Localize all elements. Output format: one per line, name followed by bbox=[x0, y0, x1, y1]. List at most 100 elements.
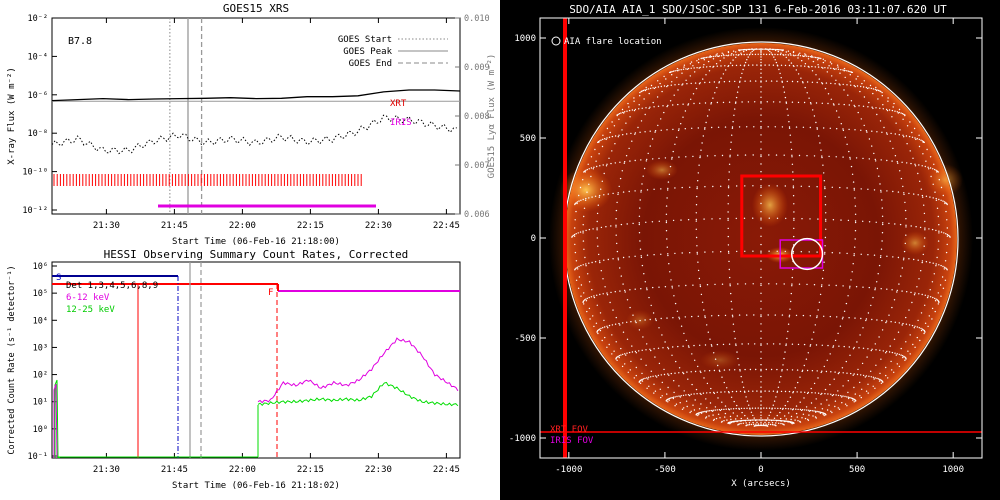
grid-dot bbox=[817, 66, 820, 68]
grid-dot bbox=[734, 102, 737, 104]
grid-dot bbox=[873, 152, 875, 155]
grid-dot bbox=[597, 245, 599, 247]
grid-dot bbox=[747, 101, 750, 103]
grid-dot bbox=[657, 124, 659, 127]
xrt-annotation: XRT bbox=[390, 99, 407, 109]
grid-dot bbox=[672, 219, 675, 222]
grid-dot bbox=[743, 49, 745, 51]
grid-dot bbox=[639, 131, 641, 133]
grid-dot bbox=[946, 243, 948, 246]
grid-dot bbox=[790, 54, 792, 56]
grid-dot bbox=[811, 70, 814, 72]
grid-dot bbox=[853, 104, 855, 107]
grid-dot bbox=[683, 332, 685, 335]
grid-dot bbox=[838, 83, 840, 85]
grid-dot bbox=[660, 253, 662, 255]
grid-dot bbox=[727, 219, 729, 221]
grid-dot bbox=[944, 260, 947, 262]
grid-dot bbox=[826, 399, 828, 401]
grid-dot bbox=[812, 60, 815, 63]
grid-dot bbox=[927, 325, 929, 328]
grid-dot bbox=[816, 315, 818, 317]
grid-dot bbox=[807, 352, 809, 354]
grid-dot bbox=[721, 420, 723, 423]
grid-dot bbox=[785, 101, 787, 103]
grid-dot bbox=[752, 283, 754, 285]
grid-dot bbox=[775, 283, 778, 285]
grid-dot bbox=[744, 80, 746, 82]
active-region-south bbox=[700, 350, 740, 370]
grid-dot bbox=[920, 188, 922, 190]
grid-dot bbox=[830, 371, 832, 373]
grid-dot bbox=[803, 343, 806, 346]
grid-dot bbox=[816, 81, 818, 84]
grid-dot bbox=[900, 347, 902, 350]
grid-dot bbox=[836, 128, 838, 130]
grid-dot bbox=[730, 396, 733, 398]
grid-dot bbox=[689, 186, 691, 188]
grid-dot bbox=[799, 408, 802, 411]
grid-dot bbox=[893, 338, 896, 340]
grid-dot bbox=[760, 108, 762, 110]
grid-dot bbox=[585, 263, 587, 265]
grid-dot bbox=[809, 409, 812, 412]
grid-dot bbox=[646, 88, 648, 91]
grid-dot bbox=[820, 393, 822, 396]
grid-dot bbox=[821, 156, 823, 159]
grid-dot bbox=[824, 186, 826, 188]
grid-dot bbox=[923, 245, 925, 247]
grid-dot bbox=[918, 278, 920, 280]
grid-dot bbox=[633, 109, 636, 112]
grid-dot bbox=[704, 81, 706, 84]
grid-dot bbox=[752, 64, 754, 66]
grid-dot bbox=[644, 89, 647, 92]
legend-goes-start: GOES Start bbox=[338, 35, 392, 45]
grid-dot bbox=[760, 227, 762, 229]
grid-dot bbox=[598, 141, 600, 143]
grid-dot bbox=[755, 368, 757, 371]
grid-dot bbox=[793, 227, 795, 230]
grid-dot bbox=[784, 420, 786, 423]
grid-dot bbox=[633, 377, 635, 379]
grid-dot bbox=[815, 398, 817, 400]
grid-dot bbox=[779, 101, 781, 103]
grid-dot bbox=[746, 53, 748, 56]
grid-dot bbox=[602, 278, 604, 280]
grid-dot bbox=[715, 417, 718, 420]
grid-dot bbox=[572, 234, 574, 237]
grid-dot bbox=[584, 199, 587, 201]
grid-dot bbox=[880, 382, 883, 384]
grid-dot bbox=[746, 424, 748, 426]
grid-dot bbox=[760, 411, 762, 413]
grid-dot bbox=[628, 256, 630, 258]
xrt-observation-marks bbox=[53, 174, 362, 186]
grid-dot bbox=[768, 64, 770, 66]
grid-dot bbox=[728, 80, 731, 83]
grid-dot bbox=[880, 358, 882, 360]
grid-dot bbox=[667, 348, 670, 350]
grid-dot bbox=[835, 110, 838, 112]
grid-dot bbox=[620, 275, 622, 277]
grid-dot bbox=[657, 347, 660, 349]
grid-dot bbox=[832, 67, 835, 70]
grid-dot bbox=[878, 175, 880, 177]
grid-dot bbox=[831, 252, 833, 254]
grid-dot bbox=[932, 168, 934, 170]
grid-dot bbox=[667, 187, 669, 190]
grid-dot bbox=[788, 121, 790, 123]
grid-dot bbox=[721, 52, 723, 54]
grid-dot bbox=[697, 180, 699, 182]
grid-dot bbox=[824, 388, 827, 391]
grid-dot bbox=[913, 294, 916, 296]
grid-dot bbox=[740, 52, 742, 54]
grid-dot bbox=[722, 53, 725, 55]
grid-dot bbox=[865, 390, 868, 392]
grid-dot bbox=[849, 158, 851, 160]
grid-dot bbox=[861, 388, 863, 390]
grid-dot bbox=[717, 126, 720, 128]
grid-dot bbox=[906, 125, 909, 127]
hessi-xtick-label: 22:30 bbox=[365, 465, 392, 475]
grid-dot bbox=[904, 242, 906, 245]
grid-dot bbox=[819, 57, 821, 59]
grid-dot bbox=[717, 364, 719, 367]
